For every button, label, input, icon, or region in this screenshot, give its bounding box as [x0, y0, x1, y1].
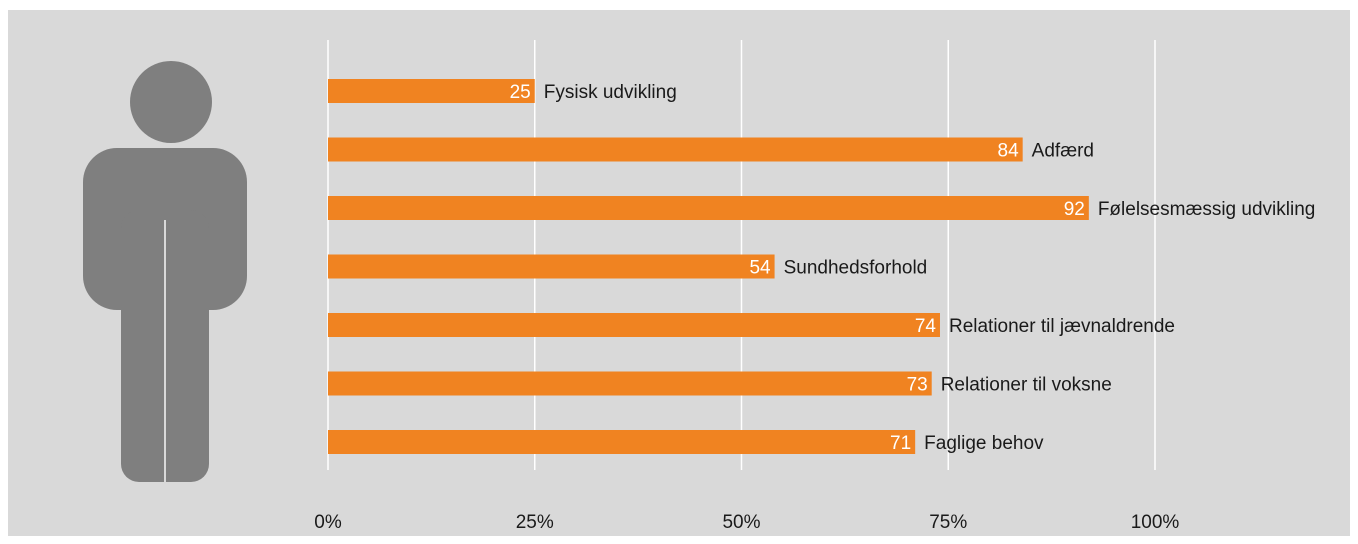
- category-label: Relationer til voksne: [941, 375, 1112, 396]
- bar: [328, 254, 775, 279]
- bar: [328, 79, 535, 103]
- category-label: Sundhedsforhold: [784, 258, 928, 279]
- x-tick-label: 100%: [1131, 512, 1180, 533]
- bar: [328, 137, 1023, 162]
- x-tick-label: 0%: [314, 512, 342, 533]
- category-label: Følelsesmæssig udvikling: [1098, 199, 1316, 220]
- bars: 25 Fysisk udvikling 84 Adfærd 92 Følelsesmæss…: [328, 79, 1315, 454]
- bar-value-label: 71: [890, 433, 911, 454]
- bar-value-label: 25: [510, 82, 531, 103]
- x-tick-label: 25%: [516, 512, 554, 533]
- category-label: Relationer til jævnaldrende: [949, 316, 1175, 337]
- bar: [328, 430, 916, 454]
- category-label: Adfærd: [1032, 141, 1094, 162]
- bar-value-label: 92: [1064, 199, 1085, 220]
- person-icon: [83, 61, 247, 482]
- bar: [328, 196, 1089, 220]
- category-label: Faglige behov: [924, 433, 1044, 454]
- bar: [328, 313, 940, 337]
- bar-value-label: 54: [749, 258, 771, 279]
- bar-value-label: 74: [915, 316, 937, 337]
- bar-value-label: 84: [998, 141, 1020, 162]
- bar-value-label: 73: [907, 375, 928, 396]
- bar: [328, 371, 932, 396]
- chart-panel: 25 Fysisk udvikling 84 Adfærd 92 Følelsesmæss…: [8, 10, 1350, 536]
- x-tick-label: 75%: [929, 512, 967, 533]
- bar-chart: 25 Fysisk udvikling 84 Adfærd 92 Følelsesmæss…: [83, 40, 1315, 533]
- x-axis-ticks: 0% 25% 50% 75% 100%: [314, 512, 1179, 533]
- category-label: Fysisk udvikling: [544, 82, 677, 103]
- x-tick-label: 50%: [722, 512, 760, 533]
